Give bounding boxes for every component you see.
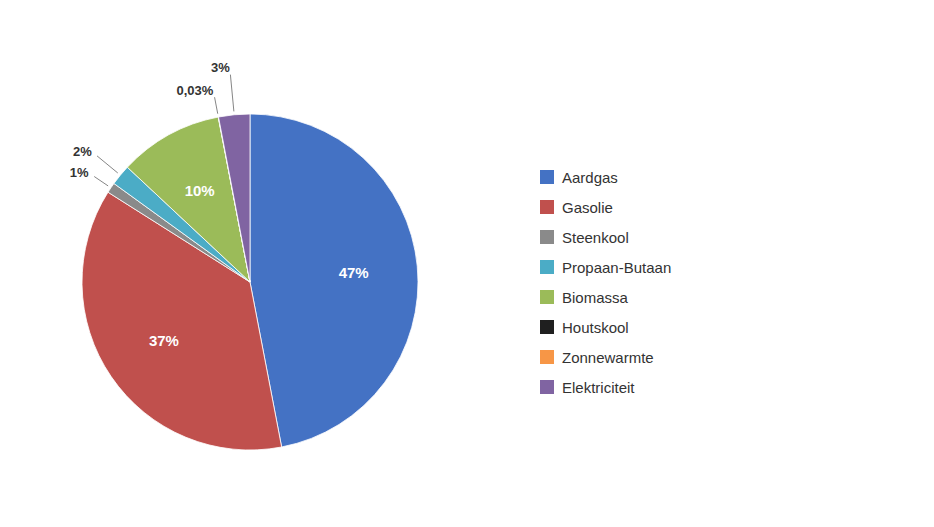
- data-label: 2%: [73, 144, 92, 159]
- pie-slice: [250, 114, 418, 447]
- legend-swatch: [540, 350, 554, 364]
- legend-swatch: [540, 230, 554, 244]
- leader-line: [94, 176, 108, 185]
- legend-label: Houtskool: [562, 319, 629, 336]
- data-label: 10%: [185, 182, 215, 199]
- legend-label: Elektriciteit: [562, 379, 635, 396]
- data-label: 3%: [211, 60, 230, 75]
- data-label: 0,03%: [176, 83, 213, 98]
- legend-label: Zonnewarmte: [562, 349, 654, 366]
- leader-line: [97, 156, 118, 173]
- slices: [82, 114, 418, 450]
- pie-slice: [219, 114, 250, 282]
- legend-swatch: [540, 200, 554, 214]
- legend-label: Propaan-Butaan: [562, 259, 671, 276]
- chart-container: 47% 37% 1% 2% 10% 0,03% 3% Aardgas Gasolie Steenk…: [0, 0, 934, 527]
- data-labels: 47% 37% 1% 2% 10% 0,03% 3%: [70, 60, 369, 349]
- legend-swatch: [540, 320, 554, 334]
- data-label: 47%: [339, 264, 369, 281]
- legend-label: Steenkool: [562, 229, 629, 246]
- legend: Aardgas Gasolie Steenkool Propaan-Butaan Bio…: [540, 169, 671, 396]
- legend-swatch: [540, 380, 554, 394]
- chart: 47% 37% 1% 2% 10% 0,03% 3% Aardgas Gasolie Steenk…: [0, 0, 934, 527]
- leader-line: [230, 75, 233, 112]
- leader-line: [215, 97, 218, 113]
- legend-swatch: [540, 170, 554, 184]
- legend-label: Gasolie: [562, 199, 613, 216]
- data-label: 37%: [149, 332, 179, 349]
- data-label: 1%: [70, 165, 89, 180]
- legend-label: Biomassa: [562, 289, 629, 306]
- legend-swatch: [540, 260, 554, 274]
- legend-label: Aardgas: [562, 169, 618, 186]
- legend-swatch: [540, 290, 554, 304]
